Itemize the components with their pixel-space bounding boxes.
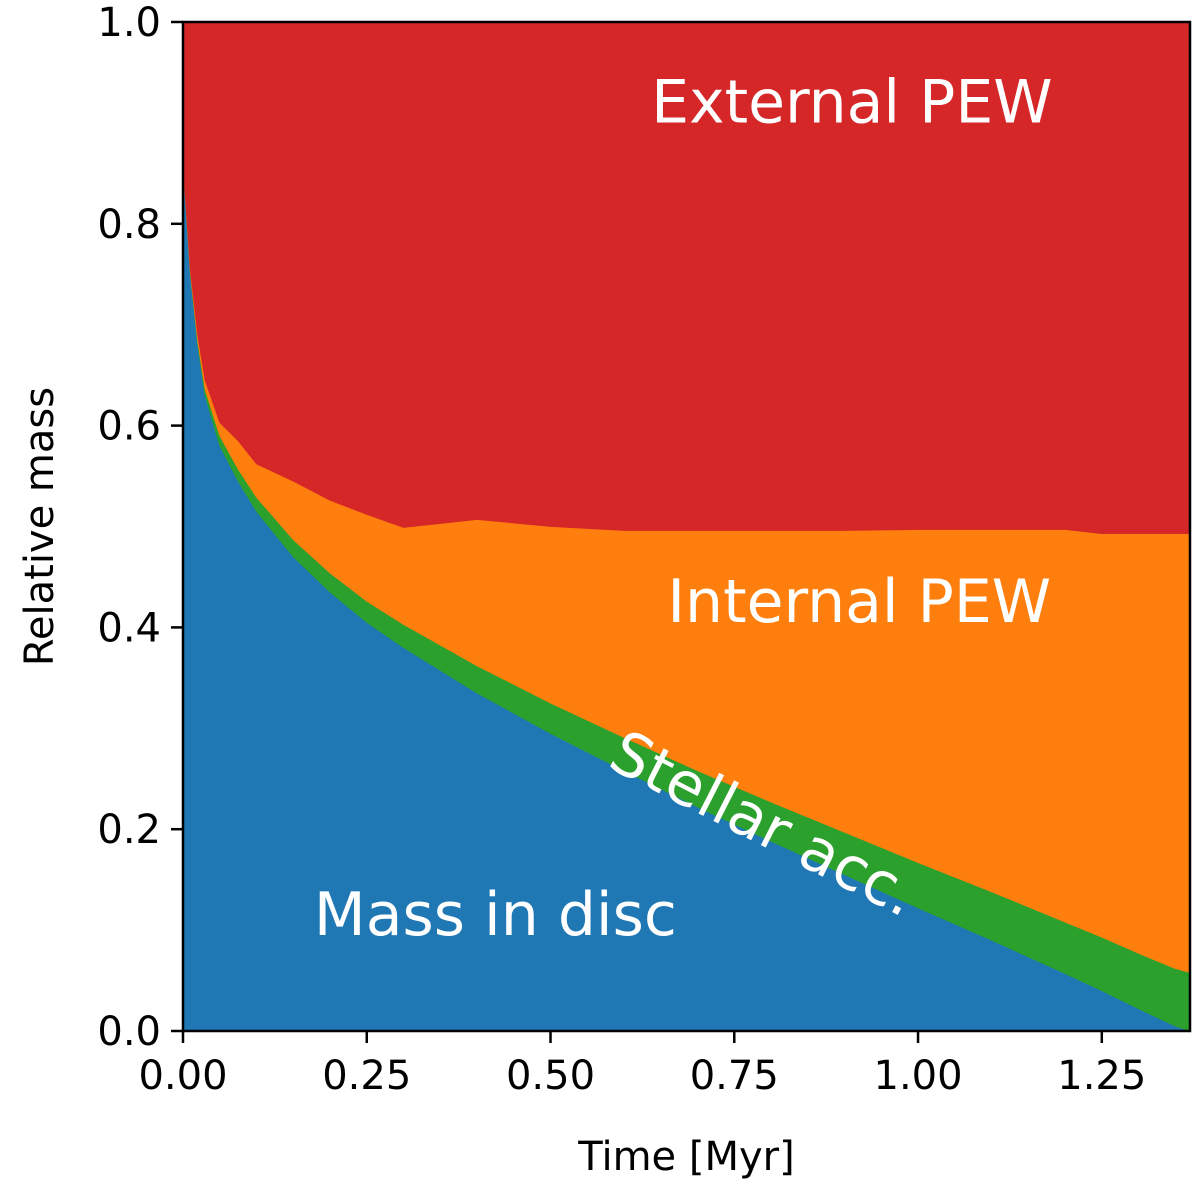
y-axis-label: Relative mass <box>17 387 63 666</box>
region-label-internal-pew: Internal PEW <box>667 567 1051 637</box>
x-tick-label: 0.25 <box>322 1053 411 1099</box>
y-tick-label: 0.6 <box>97 404 161 450</box>
area-series-group <box>182 21 1191 1032</box>
y-tick-label: 0.2 <box>97 807 161 853</box>
x-axis-label: Time [Myr] <box>577 1134 794 1180</box>
y-tick-label: 0.4 <box>97 605 161 651</box>
x-tick-label: 1.00 <box>874 1053 963 1099</box>
x-axis-ticks: 0.00 0.25 0.50 0.75 1.00 1.25 <box>138 1031 1146 1099</box>
x-tick-label: 0.75 <box>690 1053 779 1099</box>
x-tick-label: 1.25 <box>1057 1053 1146 1099</box>
x-tick-label: 0.50 <box>506 1053 595 1099</box>
y-tick-label: 1.0 <box>97 0 161 46</box>
region-label-mass-in-disc: Mass in disc <box>314 880 677 950</box>
region-label-external-pew: External PEW <box>651 68 1052 138</box>
plot-frame <box>181 20 1192 1033</box>
x-tick-label: 0.00 <box>138 1053 227 1099</box>
y-tick-label: 0.0 <box>97 1009 161 1055</box>
y-tick-label: 0.8 <box>97 202 161 248</box>
y-axis-ticks: 0.0 0.2 0.4 0.6 0.8 1.0 <box>97 0 183 1055</box>
